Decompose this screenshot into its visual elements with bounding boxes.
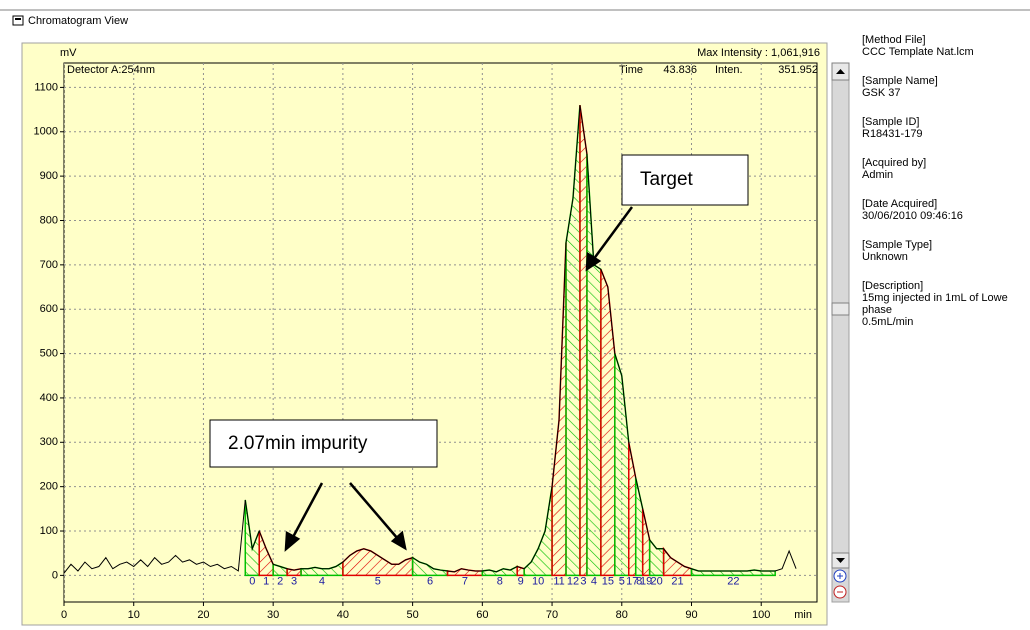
y-tick-label: 600	[40, 303, 58, 315]
y-tick-label: 300	[40, 436, 58, 448]
fraction-label: 2	[277, 575, 283, 587]
info-value: 30/06/2010 09:46:16	[862, 210, 963, 222]
fraction-label: 21	[671, 575, 683, 587]
info-label: [Date Acquired]	[862, 198, 937, 210]
fraction-label: 15	[602, 575, 614, 587]
info-label: [Description]	[862, 280, 923, 292]
window-title: Chromatogram View	[28, 15, 128, 27]
x-axis-unit: min	[794, 609, 812, 621]
y-tick-label: 900	[40, 170, 58, 182]
y-tick-label: 1100	[34, 81, 58, 93]
fraction-label: 5	[619, 575, 625, 587]
info-value: Unknown	[862, 251, 908, 263]
info-label: [Sample ID]	[862, 116, 919, 128]
y-tick-label: 0	[52, 569, 58, 581]
fraction-label: 22	[727, 575, 739, 587]
x-tick-label: 60	[476, 609, 488, 621]
fraction-label: 17	[626, 575, 638, 587]
max-intensity: Max Intensity : 1,061,916	[697, 47, 820, 59]
info-panel: [Method File]CCC Template Nat.lcm [Sample…	[862, 34, 1008, 328]
info-value: GSK 37	[862, 87, 901, 99]
arrows	[284, 206, 634, 552]
fraction-label: 3	[580, 575, 586, 587]
info-label: [Acquired by]	[862, 157, 926, 169]
y-tick-label: 200	[40, 481, 58, 493]
zoom-in-icon	[837, 573, 843, 579]
window-icon-bar	[15, 18, 21, 20]
y-tick-label: 700	[40, 259, 58, 271]
x-tick-label: 30	[267, 609, 279, 621]
fraction-label: 3	[291, 575, 297, 587]
annotation: Target	[640, 169, 694, 190]
fraction-label: 0	[249, 575, 255, 587]
x-tick-label: 40	[337, 609, 349, 621]
fraction	[579, 105, 588, 577]
cursor-time-label: Time	[619, 64, 643, 76]
fraction-label: 12	[567, 575, 579, 587]
x-tick-label: 90	[685, 609, 697, 621]
y-tick-label: 500	[40, 347, 58, 359]
info-value: phase	[862, 304, 892, 316]
cursor-time: 43.836	[663, 64, 697, 76]
x-tick-label: 80	[616, 609, 628, 621]
info-value: CCC Template Nat.lcm	[862, 46, 974, 58]
fraction-label: 7	[462, 575, 468, 587]
fraction-label: 6	[427, 575, 433, 587]
fraction-label: 9	[518, 575, 524, 587]
fraction-label: 8	[636, 575, 642, 587]
scrollbar-track[interactable]	[831, 62, 850, 603]
y-axis-unit: mV	[60, 47, 77, 59]
info-value: Admin	[862, 169, 893, 181]
plot-area	[63, 62, 818, 603]
y-tick-label: 400	[40, 392, 58, 404]
x-tick-label: 0	[61, 609, 67, 621]
annotation-box	[209, 419, 438, 468]
x-tick-label: 50	[406, 609, 418, 621]
x-tick-label: 70	[546, 609, 558, 621]
fraction-label: 20	[651, 575, 663, 587]
window-icon[interactable]	[12, 15, 24, 26]
cursor-inten: 351.952	[778, 64, 818, 76]
x-tick-label: 100	[752, 609, 770, 621]
fraction-label: 10	[532, 575, 544, 587]
y-tick-label: 100	[40, 525, 58, 537]
fraction-label: 4	[319, 575, 325, 587]
x-tick-label: 20	[197, 609, 209, 621]
fraction-label: 4	[591, 575, 597, 587]
fraction-label: 19	[640, 575, 652, 587]
annotation-box	[621, 154, 749, 206]
scroll-down-arrow	[836, 558, 845, 563]
annotation: 2.07min impurity	[228, 433, 368, 454]
y-tick-label: 800	[40, 214, 58, 226]
fraction-label: 11	[553, 575, 564, 587]
info-value: 15mg injected in 1mL of Lowe	[862, 292, 1008, 304]
y-tick-label: 1000	[34, 126, 58, 138]
fraction-label: 8	[497, 575, 503, 587]
x-tick-label: 10	[128, 609, 140, 621]
scroll-up-arrow	[836, 69, 845, 74]
scroll-thumb[interactable]	[831, 302, 850, 316]
cursor-inten-label: Inten.	[715, 64, 743, 76]
plot-layer	[64, 63, 817, 602]
info-label: [Sample Name]	[862, 75, 938, 87]
info-label: [Sample Type]	[862, 239, 932, 251]
info-label: [Method File]	[862, 34, 926, 46]
info-value: 0.5mL/min	[862, 316, 913, 328]
trace	[64, 105, 797, 574]
info-value: R18431-179	[862, 128, 923, 140]
detector-label: Detector A:254nm	[67, 64, 155, 76]
fraction-label: 5	[375, 575, 381, 587]
fraction-label: 1	[263, 575, 269, 587]
